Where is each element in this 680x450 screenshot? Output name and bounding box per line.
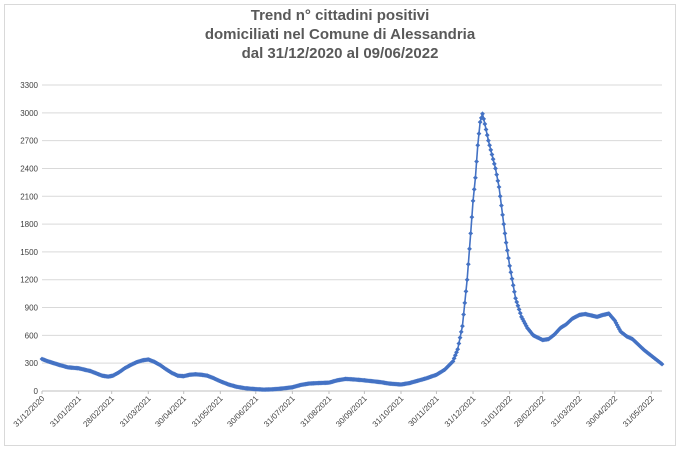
data-point [496,184,502,190]
data-point [458,329,464,335]
x-tick-label: 30/09/2021 [334,394,369,429]
data-point [489,152,495,157]
data-point [470,198,476,204]
y-tick-label: 1800 [20,220,38,229]
chart-title-line-3: dal 31/12/2020 al 09/06/2022 [241,45,439,62]
data-point [494,172,500,178]
chart-title: Trend n° cittadini positivi domiciliati … [0,6,680,63]
data-point [501,221,507,227]
y-tick-label: 3000 [20,109,38,118]
x-tick-label: 31/01/2021 [48,394,83,429]
x-tick-label: 31/12/2020 [12,394,47,429]
x-tick-label: 30/11/2021 [407,394,442,429]
data-point [482,121,488,127]
data-point [469,214,475,220]
y-tick-label: 600 [25,331,39,340]
y-tick-label: 2400 [20,164,38,173]
x-tick-label: 31/07/2021 [262,394,297,429]
x-tick-label: 31/05/2022 [621,394,656,429]
x-tick-label: 31/10/2021 [371,394,406,429]
y-tick-label: 1500 [20,248,38,257]
data-point [506,255,511,261]
data-point [468,230,474,236]
chart-title-line-2: domiciliati nel Comune di Alessandria [204,26,476,43]
data-point [456,341,462,346]
y-tick-label: 0 [34,387,39,396]
data-point [461,312,467,317]
y-tick-label: 3300 [20,81,38,90]
data-point [483,127,489,132]
data-point [500,212,505,218]
y-tick-label: 300 [25,359,39,368]
data-point [488,147,494,153]
data-point [495,178,501,184]
x-tick-label: 30/06/2021 [225,394,260,429]
data-point [465,261,471,267]
data-point [467,246,472,252]
data-point [475,142,481,148]
data-point [493,166,498,171]
data-point [464,277,470,283]
x-tick-label: 31/12/2021 [443,394,478,429]
x-tick-label: 28/02/2022 [512,394,547,429]
x-tick-label: 31/03/2022 [549,394,584,429]
data-point [460,323,465,329]
data-point [481,116,487,122]
data-point [474,159,479,164]
data-point [497,193,503,199]
y-tick-label: 900 [25,304,39,313]
y-tick-label: 2700 [20,137,38,146]
x-tick-label: 30/04/2021 [153,394,188,429]
data-point [490,156,496,162]
data-point [473,175,478,181]
data-point [514,299,520,305]
data-point [476,131,482,137]
x-tick-label: 31/03/2021 [118,394,153,429]
y-tick-label: 1200 [20,276,38,285]
data-point [504,247,510,253]
data-point [511,289,517,295]
x-tick-label: 31/05/2021 [190,394,225,429]
data-point [508,269,514,275]
data-point [513,295,518,301]
data-point [487,142,492,148]
data-point [480,111,485,117]
data-point [517,310,523,316]
x-tick-label: 30/04/2022 [584,394,619,429]
data-point [485,138,491,144]
data-point [498,203,504,208]
data-point [463,288,469,294]
data-point [462,300,468,306]
data-point [484,132,490,138]
chart-title-line-1: Trend n° cittadini positivi [250,7,430,24]
data-point [502,230,508,236]
x-tick-label: 28/02/2021 [81,394,116,429]
data-point [516,306,522,312]
data-point [507,263,513,269]
data-point [471,186,477,192]
data-point [509,276,515,282]
y-tick-label: 2100 [20,192,38,201]
data-point [503,240,509,246]
data-point [457,335,463,341]
data-point [477,119,483,125]
x-tick-label: 31/08/2021 [299,394,334,429]
data-point [510,282,516,288]
data-point [491,161,497,167]
x-tick-label: 31/01/2022 [479,394,514,429]
